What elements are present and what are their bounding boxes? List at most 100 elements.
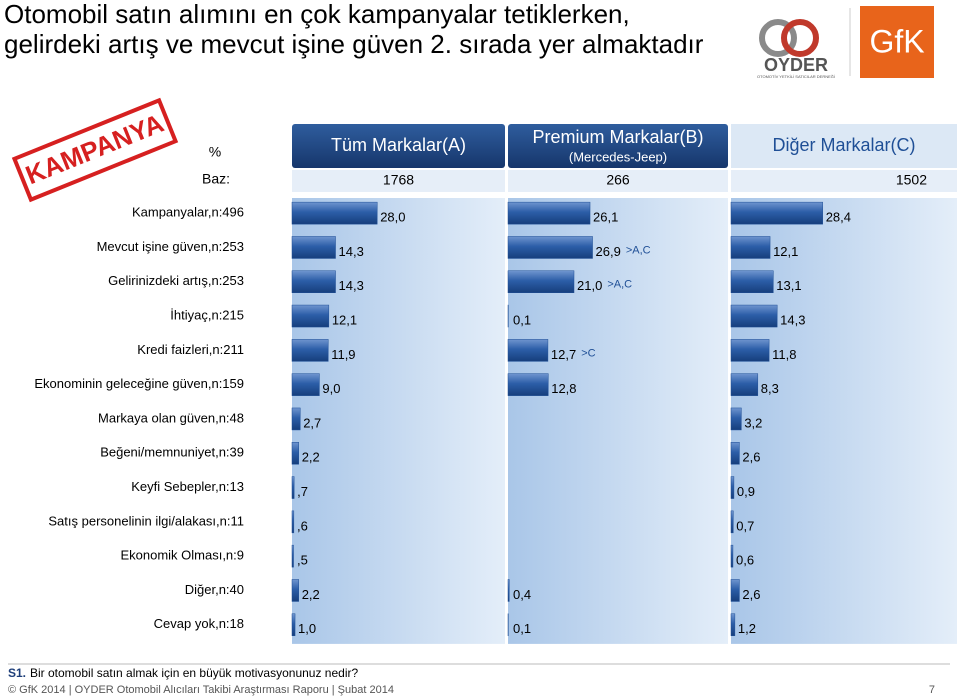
value-label: ,7 (297, 484, 308, 499)
value-label: ,6 (297, 518, 308, 533)
category-label: Kampanyalar,n:496 (132, 205, 244, 220)
value-label: 3,2 (744, 415, 762, 430)
value-label: 13,1 (776, 278, 801, 293)
category-label: Keyfi Sebepler,n:13 (131, 479, 244, 494)
gfk-logo (860, 6, 934, 78)
bar (730, 236, 771, 259)
copyright: © GfK 2014 | OYDER Otomobil Alıcıları Ta… (8, 684, 394, 696)
base-label: Baz: (202, 171, 230, 187)
panel-background (508, 198, 728, 644)
logo-ring (759, 19, 797, 57)
panel-background (292, 198, 505, 644)
value-label: 1,0 (298, 621, 316, 636)
bar (507, 236, 593, 259)
bar (730, 579, 740, 602)
bar (730, 613, 736, 636)
panel-background (731, 198, 957, 644)
bar (507, 339, 549, 362)
bar (730, 544, 734, 568)
value-label: 28,4 (826, 210, 851, 225)
bar (291, 442, 299, 465)
value-label: 26,1 (593, 210, 618, 225)
logo-caption: OTOMOTİV YETKİLİ SATICILAR DERNEĞİ (757, 74, 835, 79)
column-title: Diğer Markalar(C) (772, 135, 915, 155)
question-id: S1. (8, 666, 26, 680)
category-label: Ekonomik Olması,n:9 (120, 548, 244, 563)
value-label: 8,3 (761, 381, 779, 396)
title-line: gelirdeki artış ve mevcut işine güven 2.… (4, 29, 704, 59)
value-label: 11,8 (772, 347, 796, 362)
value-label: 0,6 (736, 553, 754, 568)
category-label: Markaya olan güven,n:48 (98, 410, 244, 425)
value-label: 0,9 (737, 484, 755, 499)
column-header (731, 124, 957, 168)
column-title: Premium Markalar(B) (532, 127, 703, 147)
bar (730, 304, 778, 328)
bar (291, 544, 294, 568)
value-label: 2,2 (302, 450, 320, 465)
column-header (292, 124, 505, 168)
value-label: 0,4 (513, 587, 531, 602)
bar (291, 510, 295, 534)
bar (730, 510, 734, 534)
base-value: 1768 (383, 172, 414, 188)
value-label: 26,9 (596, 244, 621, 259)
question: Bir otomobil satın almak için en büyük m… (30, 666, 358, 680)
bar (291, 579, 299, 602)
value-label: 2,6 (742, 587, 760, 602)
value-label: 12,7 (551, 347, 576, 362)
category-label: Diğer,n:40 (185, 582, 244, 597)
value-label: 14,3 (339, 244, 364, 259)
base-value: 1502 (896, 172, 927, 188)
value-label: 21,0 (577, 278, 602, 293)
bar (291, 476, 295, 499)
bar (291, 407, 301, 431)
logo-ring (781, 19, 819, 57)
bar (507, 579, 510, 602)
oyder-logo: OYDER OTOMOTİV YETKİLİ SATICILAR DERNEĞİ (757, 19, 835, 79)
stamp: KAMPANYA (11, 97, 179, 203)
unit-label: % (209, 144, 221, 160)
base-value: 266 (606, 172, 630, 188)
value-label: 0,7 (736, 518, 754, 533)
bar (730, 339, 770, 362)
base-row (292, 170, 505, 192)
bar (507, 270, 575, 293)
value-label: 28,0 (380, 210, 405, 225)
value-label: 12,8 (551, 381, 576, 396)
category-label: Gelirinizdeki artış,n:253 (108, 273, 244, 288)
value-label: 14,3 (780, 312, 805, 327)
base-row (508, 170, 728, 192)
column-subtitle: (Mercedes-Jeep) (569, 149, 667, 164)
category-label: Beğeni/memnuniyet,n:39 (100, 445, 244, 460)
value-label: 14,3 (339, 278, 364, 293)
value-label: 2,2 (302, 587, 320, 602)
bar (291, 236, 336, 259)
category-label: İhtiyaç,n:215 (170, 307, 244, 322)
value-label: 0,1 (513, 621, 531, 636)
value-label: 2,6 (742, 450, 760, 465)
column-title: Tüm Markalar(A) (331, 135, 466, 155)
bar (291, 201, 378, 225)
category-label: Mevcut işine güven,n:253 (97, 239, 244, 254)
bar (507, 201, 591, 225)
value-label: 1,2 (738, 621, 756, 636)
title-line: Otomobil satın alımını en çok kampanyala… (4, 0, 630, 29)
page-number: 7 (929, 684, 935, 696)
bar (730, 201, 823, 225)
value-label: 11,9 (331, 347, 355, 362)
value-label: 12,1 (773, 244, 798, 259)
value-label: ,5 (297, 553, 308, 568)
bar (730, 442, 740, 465)
bar (730, 407, 742, 431)
category-label: Kredi faizleri,n:211 (137, 342, 244, 357)
significance-label: >C (581, 347, 595, 359)
value-label: 12,1 (332, 312, 357, 327)
bar (730, 270, 774, 293)
value-label: 0,1 (513, 312, 531, 327)
gfk-text: GfK (869, 23, 924, 59)
category-label: Cevap yok,n:18 (154, 616, 244, 631)
bar (291, 613, 296, 636)
bar (730, 476, 735, 499)
